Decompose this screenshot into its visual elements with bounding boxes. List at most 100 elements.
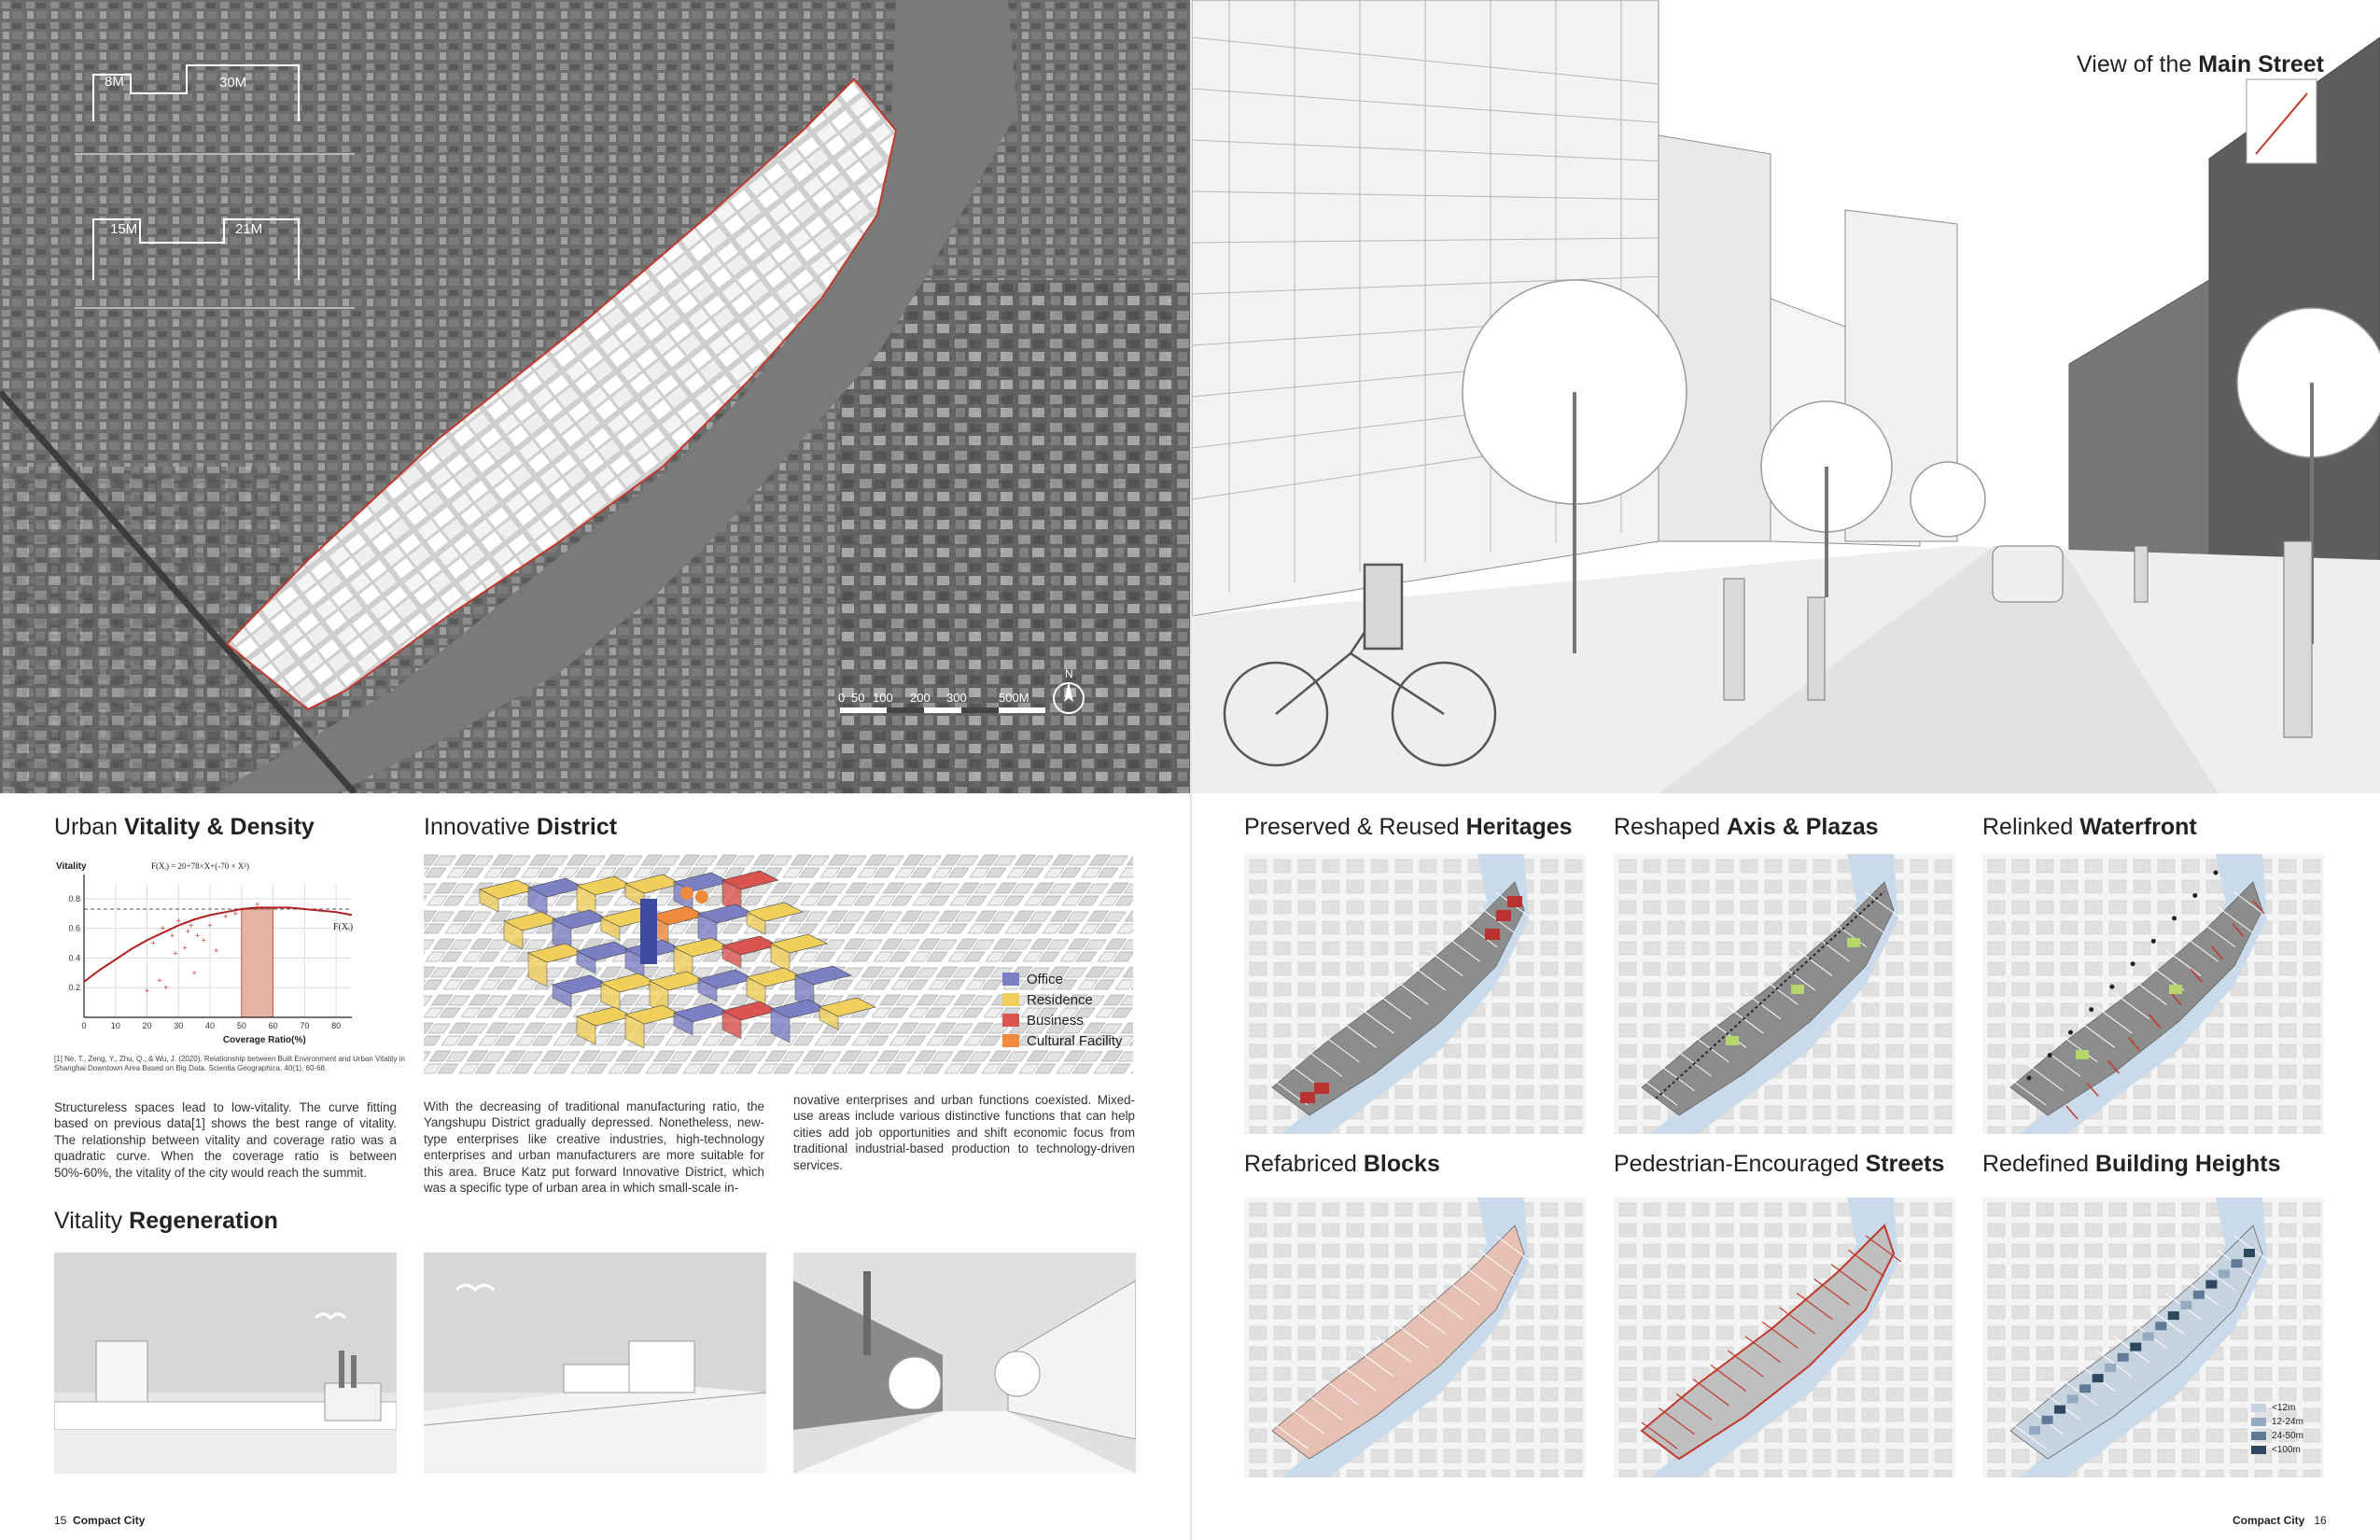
context-block — [1643, 1043, 1661, 1058]
context-block — [1837, 1387, 1855, 1402]
context-block — [1643, 859, 1661, 874]
context-block — [1419, 859, 1437, 874]
context-block — [1740, 859, 1758, 874]
context-block — [1934, 1223, 1953, 1238]
context-block — [1273, 982, 1292, 997]
context-block — [2278, 1305, 2297, 1320]
context-block — [2303, 1428, 2321, 1443]
height-legend-label: <100m — [2272, 1445, 2301, 1455]
y-tick-label: 0.2 — [68, 983, 80, 992]
context-block — [1297, 982, 1316, 997]
map-waterfront — [1982, 854, 2324, 1134]
context-block — [1419, 1105, 1437, 1120]
site-street — [1358, 1350, 1394, 1378]
context-block — [1715, 879, 1734, 894]
context-block — [2278, 1202, 2297, 1217]
map-title-light: Preserved & Reused — [1244, 814, 1466, 840]
context-block — [1249, 1305, 1267, 1320]
site-street — [1444, 1278, 1480, 1306]
context-block — [1394, 1202, 1413, 1217]
context-block — [2036, 1264, 2054, 1279]
context-block — [2278, 1284, 2297, 1299]
context-block — [1564, 1449, 1583, 1463]
context-block — [1813, 1449, 1831, 1463]
height-legend-row: 24-50m — [2251, 1429, 2303, 1443]
context-block — [1249, 1043, 1267, 1058]
context-block — [2011, 1449, 2030, 1463]
chart-formula: F(Xᵢ) = 20+78×X+(-70 × X²) — [151, 861, 249, 871]
context-block — [1740, 1105, 1758, 1120]
context-block — [2205, 1469, 2224, 1477]
context-block — [1618, 961, 1637, 976]
analysis-map-svg — [1244, 1197, 1586, 1477]
context-block — [2181, 859, 2200, 874]
context-block — [1740, 920, 1758, 935]
data-point: + — [207, 920, 212, 930]
context-block — [2060, 1346, 2079, 1361]
context-block — [2157, 1064, 2176, 1079]
context-block — [2011, 1387, 2030, 1402]
site-street — [2113, 992, 2150, 1020]
context-block — [1837, 1023, 1855, 1038]
context-block — [1618, 941, 1637, 956]
map-title-waterfront: Relinked Waterfront — [1982, 814, 2197, 841]
access-node — [2150, 938, 2156, 944]
context-block — [2278, 1366, 2297, 1381]
heading-light: View of the — [2077, 51, 2199, 77]
data-point: + — [182, 943, 187, 952]
site-street — [1848, 905, 1884, 933]
context-block — [1861, 1126, 1880, 1134]
context-block — [2060, 920, 2079, 935]
context-block — [1715, 1223, 1734, 1238]
site-street — [1461, 920, 1498, 948]
map-title-light: Relinked — [1982, 814, 2080, 840]
context-block — [1491, 1366, 1510, 1381]
context-block — [2060, 1243, 2079, 1258]
context-block — [1934, 1428, 1953, 1443]
context-block — [1564, 1085, 1583, 1099]
context-block — [1540, 1043, 1559, 1058]
context-block — [1540, 1325, 1559, 1340]
context-block — [2084, 1469, 2103, 1477]
context-block — [1618, 1387, 1637, 1402]
context-block — [1273, 1223, 1292, 1238]
context-block — [2060, 879, 2079, 894]
site-street — [2096, 1006, 2133, 1034]
residence-swatch — [1002, 993, 1019, 1006]
context-block — [1618, 1449, 1637, 1463]
context-block — [1910, 859, 1928, 874]
context-block — [1788, 1243, 1807, 1258]
context-block — [2278, 1407, 2297, 1422]
cultural-dome — [695, 890, 708, 903]
context-block — [1910, 1126, 1928, 1134]
context-block — [2278, 900, 2297, 915]
context-block — [1419, 1264, 1437, 1279]
context-block — [1934, 859, 1953, 874]
context-block — [2060, 982, 2079, 997]
context-block — [2254, 1043, 2273, 1058]
height-block — [2231, 1259, 2243, 1268]
map-title-axis: Reshaped Axis & Plazas — [1614, 814, 1879, 841]
height-block — [2218, 1269, 2230, 1279]
context-block — [2181, 1223, 2200, 1238]
function-block-side — [576, 950, 596, 974]
context-block — [2108, 1264, 2127, 1279]
context-block — [1370, 1305, 1389, 1320]
context-block — [2060, 859, 2079, 874]
context-block — [2230, 1346, 2248, 1361]
context-block — [1394, 1264, 1413, 1279]
context-block — [2036, 1223, 2054, 1238]
waterfront-link — [2210, 945, 2224, 960]
context-block — [1910, 1407, 1928, 1422]
context-block — [1715, 982, 1734, 997]
context-block — [1837, 1126, 1855, 1134]
context-block — [2278, 1002, 2297, 1017]
street-trees — [1462, 279, 2380, 538]
context-block — [1643, 1223, 1661, 1238]
context-block — [1564, 1325, 1583, 1340]
context-block — [1297, 1223, 1316, 1238]
view-3-svg — [793, 1253, 1136, 1474]
context-block — [1934, 1023, 1953, 1038]
site-street — [1358, 1006, 1394, 1034]
context-block — [1273, 1346, 1292, 1361]
